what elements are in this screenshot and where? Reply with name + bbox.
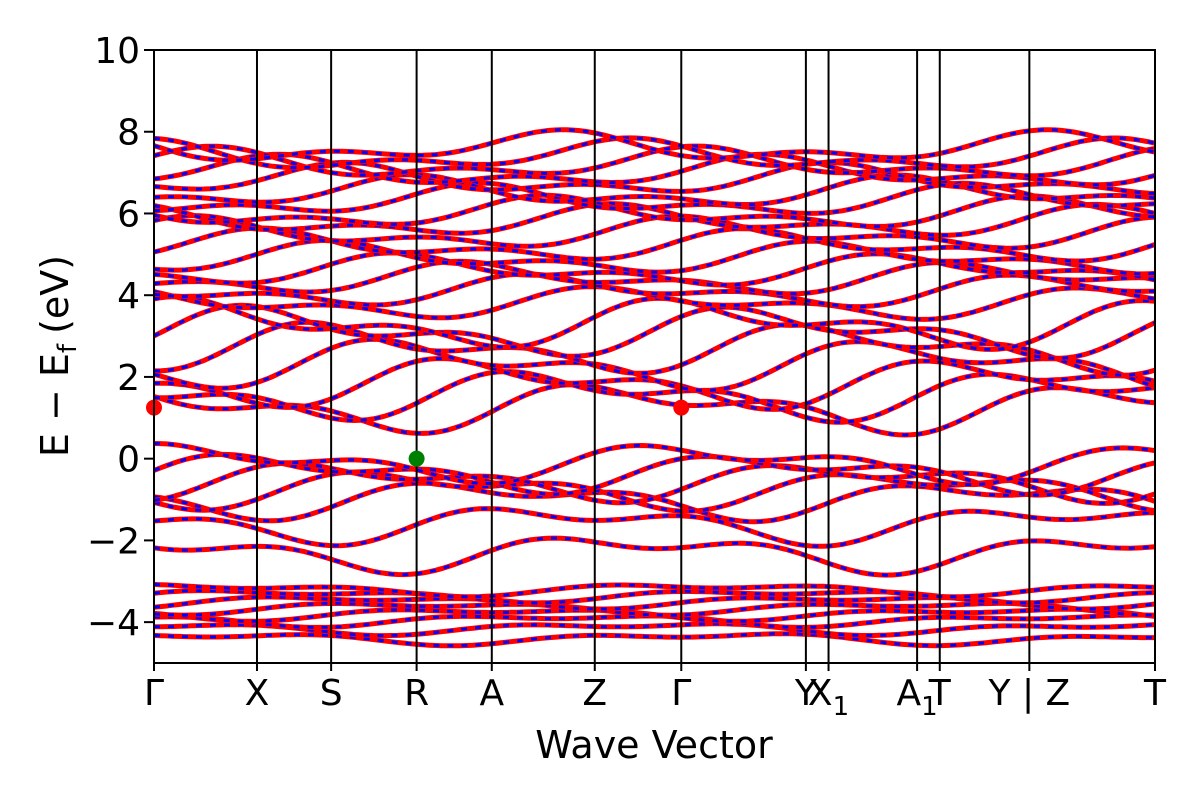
- x-axis-label: Wave Vector: [535, 723, 773, 767]
- band-curve-overlay: [153, 536, 1156, 577]
- band-curve-overlay: [153, 272, 1156, 309]
- plot-frame: [153, 49, 1156, 664]
- band-curve-overlay: [153, 442, 1156, 487]
- band-curve-overlay: [153, 461, 1156, 505]
- x-tick-label: T: [928, 673, 952, 714]
- band-curve-overlay: [153, 251, 1156, 287]
- x-tick-label: X: [245, 673, 270, 714]
- x-tick-label: X1: [808, 673, 849, 722]
- band-curve: [153, 631, 1155, 649]
- band-curve-overlay: [153, 452, 1156, 497]
- y-tick-label: 0: [117, 440, 140, 481]
- x-tick-label: Γ: [671, 673, 691, 714]
- band-curve-overlay: [153, 507, 1156, 548]
- band-curve-overlay: [153, 481, 1156, 524]
- band-curve-overlay: [154, 370, 1156, 424]
- x-tick-label: Y: [794, 673, 818, 714]
- band-curve-overlay: [153, 259, 1156, 296]
- high-symmetry-lines: [255, 50, 1031, 663]
- svg-text:E − Ef(eV): E − Ef (eV): [33, 255, 83, 457]
- x-tick-label: Z: [582, 673, 607, 714]
- y-tick-label: 4: [117, 276, 140, 317]
- x-tick-label: A: [479, 673, 504, 714]
- y-tick-label: 10: [94, 31, 140, 72]
- x-tick-label: Y | Z: [988, 673, 1071, 714]
- band-curve-overlay: [153, 383, 1156, 437]
- vbm-marker-r: [408, 450, 425, 467]
- y-axis-label-unit: (eV): [33, 255, 77, 334]
- x-tick-label: S: [320, 673, 343, 714]
- x-tick-label: A1: [897, 673, 938, 722]
- y-tick-label: −2: [87, 521, 140, 562]
- band-curve-overlay: [153, 303, 1156, 360]
- band-curve-overlay: [153, 470, 1156, 513]
- x-tick-label: R: [404, 673, 429, 714]
- band-curve: [153, 336, 1156, 393]
- band-curve-overlay: [153, 356, 1156, 411]
- y-axis-ticks: −4 −2 0 2 4 6 8 10: [87, 31, 154, 644]
- band-curve-overlay: [153, 295, 1156, 351]
- y-tick-label: 8: [117, 113, 140, 154]
- y-axis-label-main: E − E: [33, 353, 77, 457]
- y-tick-label: −4: [87, 603, 140, 644]
- band-curve-overlay: [153, 152, 1156, 187]
- y-tick-label: 2: [117, 358, 140, 399]
- band-curve: [153, 588, 1156, 606]
- y-tick-label: 6: [117, 194, 140, 235]
- cbm-marker-gamma2: [673, 399, 690, 416]
- band-curve: [153, 581, 1156, 600]
- band-lines: [152, 127, 1157, 649]
- x-tick-label: T: [1143, 673, 1167, 714]
- band-curve-overlay: [153, 128, 1156, 162]
- band-curve-overlay: [153, 136, 1156, 170]
- y-axis-label: E − Ef (eV): [33, 255, 83, 457]
- band-curve: [153, 621, 1156, 639]
- x-tick-label: Γ: [144, 673, 164, 714]
- band-curve-overlay: [153, 193, 1156, 228]
- y-axis-label-subscript: f: [53, 343, 83, 353]
- band-curve-overlay: [153, 173, 1156, 206]
